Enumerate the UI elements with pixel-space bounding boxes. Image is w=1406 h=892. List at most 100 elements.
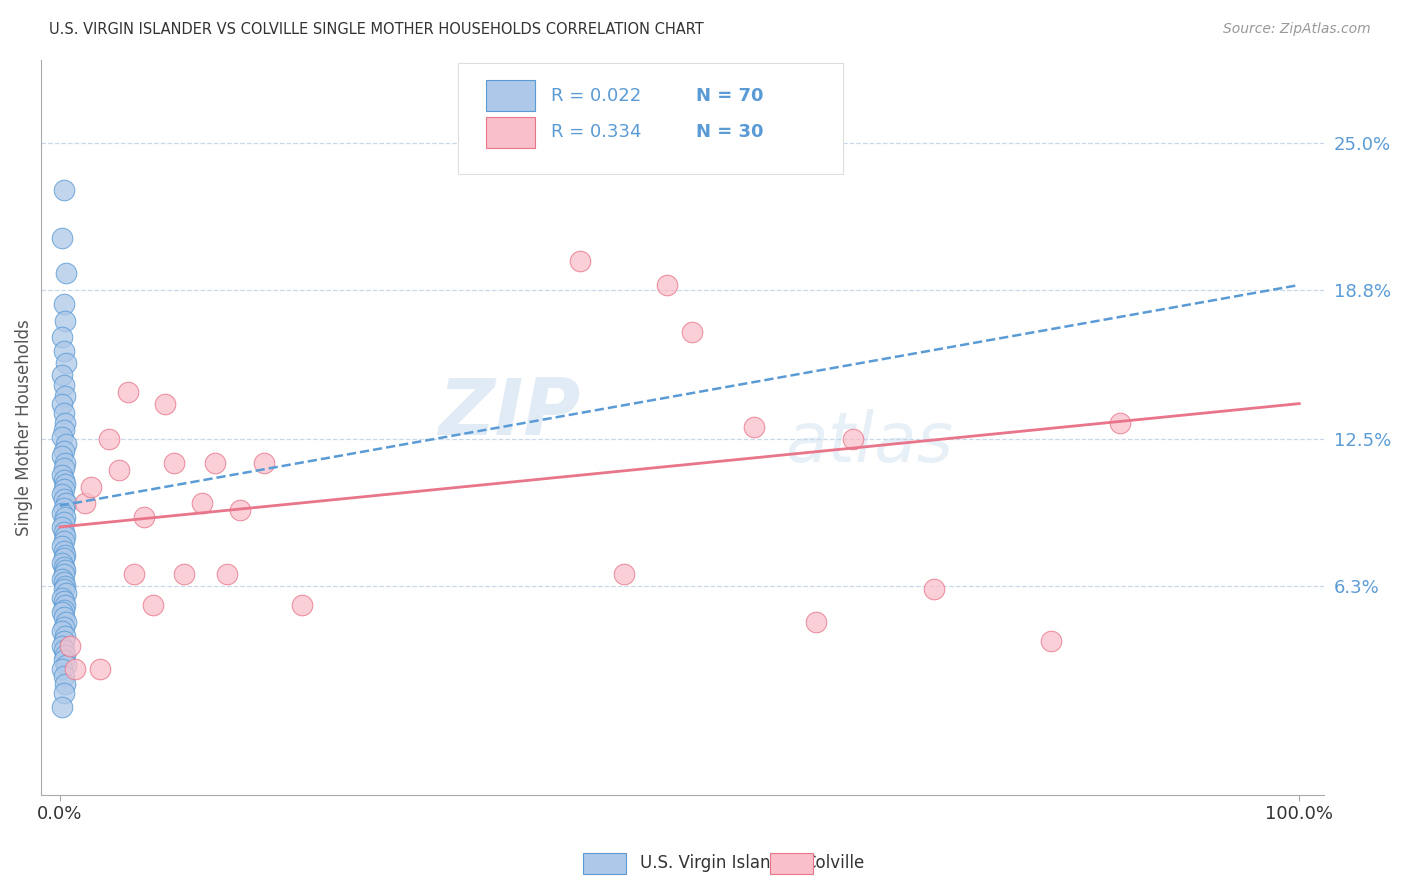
- Point: [204, 456, 226, 470]
- Point: [613, 567, 636, 582]
- Point: [53, 549, 76, 563]
- Point: [89, 662, 111, 676]
- Point: [52, 603, 75, 617]
- Text: atlas: atlas: [786, 409, 953, 475]
- Point: [804, 615, 827, 629]
- Point: [51, 467, 73, 482]
- Y-axis label: Single Mother Households: Single Mother Households: [15, 319, 32, 536]
- Point: [51, 449, 73, 463]
- Point: [59, 639, 82, 653]
- Point: [55, 356, 77, 370]
- Point: [52, 653, 75, 667]
- Point: [52, 619, 75, 633]
- Text: N = 30: N = 30: [696, 123, 763, 141]
- Point: [52, 669, 75, 683]
- Point: [51, 330, 73, 344]
- Point: [142, 599, 165, 613]
- Point: [53, 599, 76, 613]
- Point: [53, 629, 76, 643]
- Point: [52, 501, 75, 516]
- Point: [52, 482, 75, 496]
- Point: [52, 560, 75, 574]
- Point: [52, 524, 75, 539]
- Point: [53, 416, 76, 430]
- Point: [1108, 416, 1130, 430]
- Point: [52, 593, 75, 607]
- Point: [51, 230, 73, 244]
- Point: [842, 432, 865, 446]
- Text: U.S. Virgin Islanders: U.S. Virgin Islanders: [640, 855, 807, 872]
- Point: [51, 368, 73, 383]
- Point: [53, 477, 76, 491]
- Point: [51, 506, 73, 520]
- Point: [217, 567, 239, 582]
- Point: [52, 444, 75, 458]
- Point: [173, 567, 195, 582]
- Text: N = 70: N = 70: [696, 87, 763, 104]
- Text: Source: ZipAtlas.com: Source: ZipAtlas.com: [1223, 22, 1371, 37]
- Point: [51, 572, 73, 586]
- Point: [51, 396, 73, 410]
- Point: [52, 534, 75, 549]
- Point: [51, 520, 73, 534]
- Point: [55, 657, 77, 672]
- Point: [51, 624, 73, 639]
- Point: [52, 643, 75, 657]
- Point: [51, 539, 73, 553]
- Point: [253, 456, 276, 470]
- Text: U.S. VIRGIN ISLANDER VS COLVILLE SINGLE MOTHER HOUSEHOLDS CORRELATION CHART: U.S. VIRGIN ISLANDER VS COLVILLE SINGLE …: [49, 22, 704, 37]
- Point: [155, 396, 177, 410]
- Point: [124, 567, 146, 582]
- Point: [73, 496, 96, 510]
- Point: [53, 456, 76, 470]
- Point: [52, 183, 75, 197]
- Point: [117, 384, 139, 399]
- FancyBboxPatch shape: [486, 117, 536, 148]
- Point: [51, 606, 73, 620]
- Point: [51, 639, 73, 653]
- Point: [52, 610, 75, 624]
- Point: [52, 574, 75, 589]
- Point: [53, 389, 76, 403]
- Point: [52, 543, 75, 558]
- Point: [52, 515, 75, 529]
- Point: [98, 432, 121, 446]
- Point: [657, 277, 679, 292]
- Point: [53, 648, 76, 662]
- Text: R = 0.334: R = 0.334: [551, 123, 641, 141]
- Point: [53, 563, 76, 577]
- Point: [51, 487, 73, 501]
- Point: [52, 686, 75, 700]
- Point: [52, 473, 75, 487]
- Point: [55, 615, 77, 629]
- Point: [55, 496, 77, 510]
- Point: [80, 480, 103, 494]
- Point: [569, 254, 592, 268]
- Point: [191, 496, 214, 510]
- FancyBboxPatch shape: [486, 80, 536, 112]
- Point: [742, 420, 765, 434]
- Point: [53, 529, 76, 543]
- Point: [1040, 633, 1063, 648]
- Point: [228, 503, 250, 517]
- Point: [51, 430, 73, 444]
- Point: [681, 326, 703, 340]
- Point: [52, 423, 75, 437]
- Point: [52, 491, 75, 506]
- Point: [52, 582, 75, 596]
- Point: [55, 266, 77, 280]
- Point: [922, 582, 945, 596]
- Point: [55, 437, 77, 451]
- Point: [52, 297, 75, 311]
- Point: [51, 591, 73, 606]
- Point: [51, 662, 73, 676]
- Point: [63, 662, 86, 676]
- Point: [51, 700, 73, 714]
- Point: [53, 313, 76, 327]
- Point: [51, 556, 73, 570]
- Point: [108, 463, 131, 477]
- Text: Colville: Colville: [804, 855, 865, 872]
- Point: [55, 586, 77, 600]
- Point: [163, 456, 186, 470]
- Point: [134, 510, 156, 524]
